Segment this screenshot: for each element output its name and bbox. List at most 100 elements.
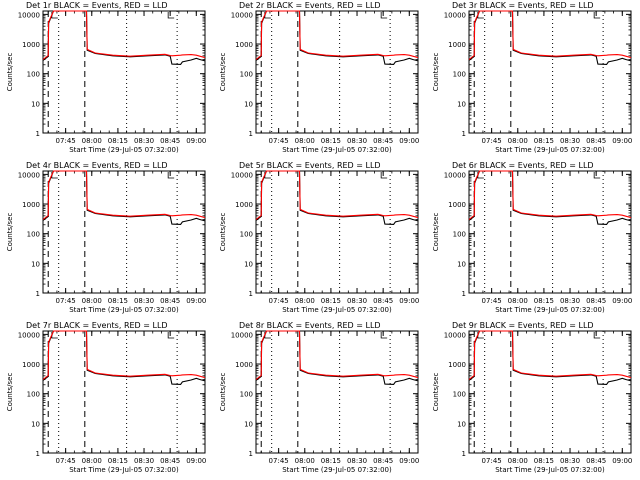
y-tick-label: 10000 — [18, 11, 40, 19]
x-tick-label: 08:30 — [134, 457, 154, 465]
x-tick-label: 08:30 — [560, 457, 580, 465]
x-tick-label: 09:00 — [612, 297, 632, 305]
x-tick-label: 08:00 — [82, 137, 102, 145]
lld-series-line — [42, 330, 206, 380]
x-tick-label: 07:45 — [56, 457, 76, 465]
detector-panel: Det 6r BLACK = Events, RED = LLD 1 10 100 10… — [426, 160, 639, 320]
x-tick-label: 08:45 — [160, 457, 180, 465]
lld-series-line — [42, 170, 206, 220]
detector-panel: Det 4r BLACK = Events, RED = LLD 1 10 100 10… — [0, 160, 213, 320]
x-tick-label: 09:00 — [399, 137, 419, 145]
lld-series-line — [255, 330, 419, 380]
y-tick-label: 1000 — [448, 41, 466, 49]
x-tick-label: 08:00 — [295, 297, 315, 305]
x-tick-label: 09:00 — [186, 137, 206, 145]
detector-chart: Det 7r BLACK = Events, RED = LLD 1 10 100 10… — [6, 321, 206, 474]
x-tick-label: 08:00 — [508, 137, 528, 145]
y-tick-label: 1 — [36, 290, 40, 298]
bracket-mark — [167, 12, 175, 19]
chart-title: Det 3r BLACK = Events, RED = LLD — [452, 1, 594, 10]
plot-frame — [255, 10, 419, 134]
chart-title: Det 5r BLACK = Events, RED = LLD — [239, 161, 381, 170]
x-tick-label: 07:45 — [269, 457, 289, 465]
y-tick-label: 10 — [244, 260, 253, 268]
plot-frame — [468, 330, 632, 454]
x-axis-label: Start Time (29-Jul-05 07:32:00) — [69, 306, 179, 314]
y-tick-label: 10 — [244, 100, 253, 108]
detector-panel: Det 7r BLACK = Events, RED = LLD 1 10 100 10… — [0, 320, 213, 480]
y-tick-label: 100 — [27, 231, 40, 239]
detector-chart: Det 4r BLACK = Events, RED = LLD 1 10 100 10… — [6, 161, 206, 314]
x-tick-label: 08:15 — [108, 457, 128, 465]
x-tick-label: 08:30 — [134, 297, 154, 305]
x-tick-label: 08:30 — [560, 137, 580, 145]
x-tick-label: 08:45 — [160, 137, 180, 145]
x-tick-label: 08:30 — [560, 297, 580, 305]
x-tick-label: 09:00 — [399, 457, 419, 465]
y-tick-label: 1000 — [448, 201, 466, 209]
y-tick-label: 1000 — [235, 41, 253, 49]
y-tick-label: 1000 — [235, 361, 253, 369]
x-tick-label: 08:15 — [321, 297, 341, 305]
chart-title: Det 9r BLACK = Events, RED = LLD — [452, 321, 594, 330]
x-tick-label: 09:00 — [612, 457, 632, 465]
x-tick-label: 07:45 — [482, 457, 502, 465]
plot-frame — [42, 330, 206, 454]
lld-series-line — [468, 330, 632, 380]
y-tick-label: 100 — [240, 391, 253, 399]
chart-title: Det 1r BLACK = Events, RED = LLD — [26, 1, 168, 10]
x-tick-label: 08:45 — [586, 297, 606, 305]
chart-title: Det 8r BLACK = Events, RED = LLD — [239, 321, 381, 330]
detector-panel: Det 3r BLACK = Events, RED = LLD 1 10 100 10… — [426, 0, 639, 160]
x-axis-label: Start Time (29-Jul-05 07:32:00) — [495, 466, 605, 474]
x-tick-label: 08:15 — [321, 137, 341, 145]
detector-chart: Det 9r BLACK = Events, RED = LLD 1 10 100 10… — [432, 321, 632, 474]
y-tick-label: 1 — [249, 450, 253, 458]
y-tick-label: 1000 — [448, 361, 466, 369]
detector-panel: Det 8r BLACK = Events, RED = LLD 1 10 100 10… — [213, 320, 426, 480]
x-tick-label: 07:45 — [56, 137, 76, 145]
y-tick-label: 100 — [240, 231, 253, 239]
detector-panel: Det 1r BLACK = Events, RED = LLD 1 10 100 10… — [0, 0, 213, 160]
bracket-mark — [167, 172, 175, 179]
x-tick-label: 08:45 — [373, 297, 393, 305]
y-tick-label: 10000 — [231, 331, 253, 339]
x-tick-label: 08:15 — [534, 457, 554, 465]
y-tick-label: 10 — [457, 260, 466, 268]
bracket-mark — [593, 172, 601, 179]
y-tick-label: 10 — [31, 420, 40, 428]
y-axis-label: Counts/sec — [219, 373, 227, 412]
x-tick-label: 08:15 — [534, 137, 554, 145]
detector-panel: Det 5r BLACK = Events, RED = LLD 1 10 100 10… — [213, 160, 426, 320]
y-tick-label: 100 — [27, 71, 40, 79]
chart-title: Det 7r BLACK = Events, RED = LLD — [26, 321, 168, 330]
y-tick-label: 100 — [27, 391, 40, 399]
x-tick-label: 08:30 — [347, 137, 367, 145]
y-axis-label: Counts/sec — [6, 213, 14, 252]
plot-frame — [42, 10, 206, 134]
chart-title: Det 2r BLACK = Events, RED = LLD — [239, 1, 381, 10]
x-axis-label: Start Time (29-Jul-05 07:32:00) — [282, 466, 392, 474]
bracket-mark — [380, 172, 388, 179]
bracket-mark — [380, 332, 388, 339]
x-tick-label: 07:45 — [269, 297, 289, 305]
y-axis-label: Counts/sec — [432, 373, 440, 412]
y-tick-label: 10 — [31, 100, 40, 108]
y-tick-label: 1 — [249, 290, 253, 298]
y-axis-label: Counts/sec — [6, 373, 14, 412]
y-tick-label: 10000 — [231, 11, 253, 19]
detector-chart: Det 3r BLACK = Events, RED = LLD 1 10 100 10… — [432, 1, 632, 154]
y-tick-label: 10000 — [444, 331, 466, 339]
y-tick-label: 1000 — [22, 201, 40, 209]
chart-title: Det 4r BLACK = Events, RED = LLD — [26, 161, 168, 170]
y-tick-label: 10000 — [444, 11, 466, 19]
plot-frame — [468, 10, 632, 134]
y-tick-label: 10 — [457, 420, 466, 428]
x-tick-label: 09:00 — [186, 297, 206, 305]
y-tick-label: 1000 — [235, 201, 253, 209]
detector-panel: Det 9r BLACK = Events, RED = LLD 1 10 100 10… — [426, 320, 639, 480]
x-axis-label: Start Time (29-Jul-05 07:32:00) — [69, 466, 179, 474]
x-tick-label: 08:45 — [586, 137, 606, 145]
y-tick-label: 1 — [462, 130, 466, 138]
